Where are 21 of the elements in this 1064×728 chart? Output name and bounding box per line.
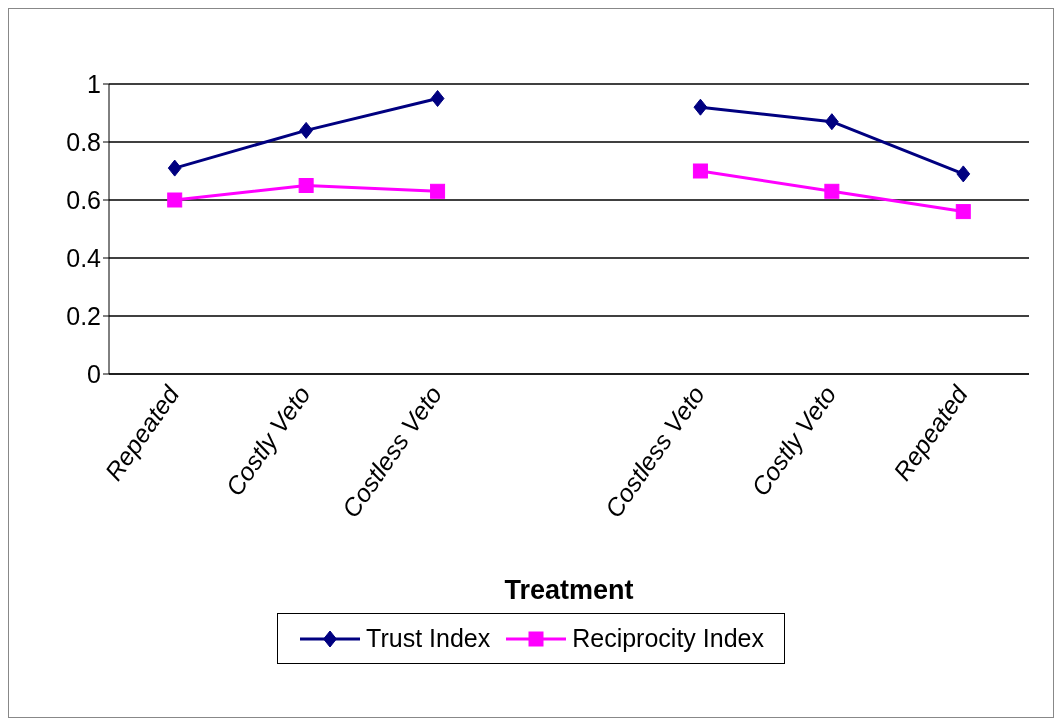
- legend-label: Trust Index: [366, 624, 491, 653]
- point: [693, 98, 708, 116]
- y-tick-label: 0.2: [66, 301, 101, 330]
- point: [299, 121, 314, 139]
- y-tick-label: 0.4: [66, 243, 102, 272]
- y-tick-label: 0.8: [66, 127, 101, 156]
- y-tick-label: 0.6: [66, 185, 101, 214]
- point: [692, 163, 708, 179]
- point: [824, 113, 839, 131]
- point: [430, 90, 445, 107]
- y-tick-label: 1: [87, 69, 101, 98]
- point: [955, 204, 971, 220]
- point: [956, 165, 971, 183]
- y-tick-label: 0: [87, 359, 101, 388]
- x-axis-title: Treatment: [504, 575, 634, 605]
- point: [298, 178, 314, 193]
- point: [430, 183, 446, 199]
- point: [167, 159, 182, 177]
- legend-label: Reciprocity Index: [572, 624, 764, 653]
- point: [167, 192, 183, 208]
- point: [824, 183, 840, 199]
